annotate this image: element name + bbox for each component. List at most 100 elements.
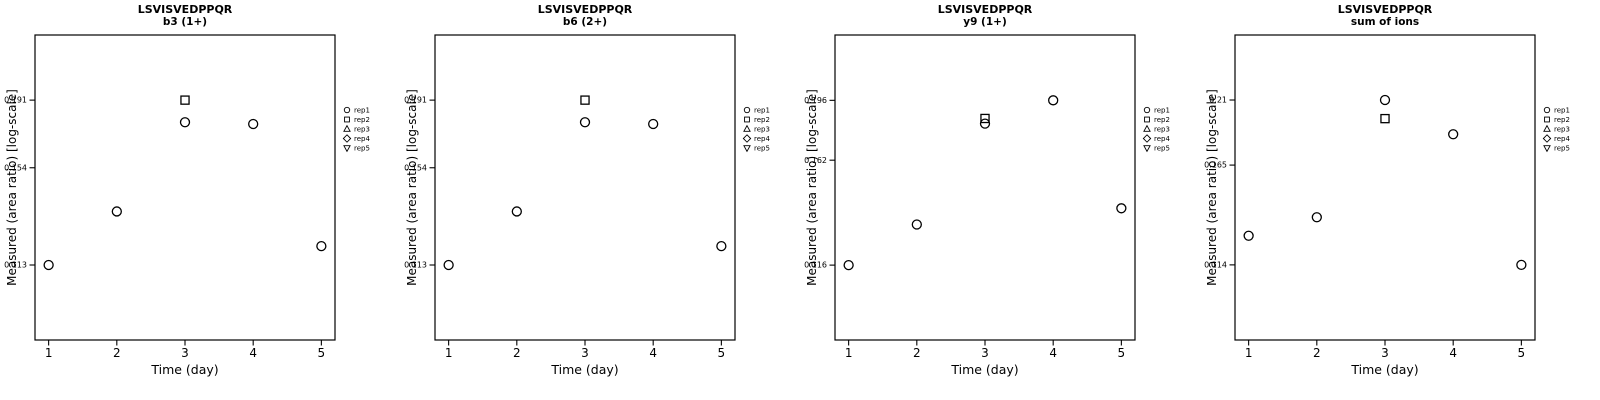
panel-b6-2plus: LSVISVEDPPQR b6 (2+) Measured (area rati… (400, 0, 800, 400)
legend-symbol-triangle (343, 124, 351, 132)
panel-title: LSVISVEDPPQR (937, 3, 1033, 16)
legend-label: rep2 (1554, 116, 1570, 124)
legend-symbol-square (344, 116, 350, 123)
plot-box (34, 34, 336, 341)
x-tick-label: 5 (318, 346, 326, 360)
x-tick-label: 1 (845, 346, 853, 360)
panel-b3-1plus: LSVISVEDPPQR b3 (1+) Measured (area rati… (0, 0, 400, 400)
legend-label: rep2 (754, 116, 770, 124)
panel-title: LSVISVEDPPQR (537, 3, 633, 16)
data-point-circle (648, 118, 659, 130)
panel-subtitle: sum of ions (1350, 16, 1420, 28)
data-point-circle (1379, 94, 1391, 106)
y-tick-label: 0.191 (404, 96, 427, 105)
data-point-circle (316, 240, 327, 252)
x-tick-label: 3 (981, 346, 989, 360)
y-tick-label: 0.154 (4, 163, 27, 172)
x-tick-label: 4 (649, 346, 657, 360)
data-point-square (1380, 113, 1390, 124)
x-tick-label: 3 (581, 346, 589, 360)
x-tick-label: 4 (1049, 346, 1057, 360)
x-axis-label: Time (day) (151, 362, 219, 377)
legend-label: rep2 (354, 116, 370, 124)
x-tick-label: 3 (181, 346, 189, 360)
legend-label: rep3 (1554, 126, 1570, 134)
panel-subtitle: b6 (2+) (562, 16, 608, 28)
y-tick-label: 0.114 (1204, 260, 1227, 269)
x-tick-label: 2 (1313, 346, 1321, 360)
y-tick-label: 0.165 (1204, 161, 1227, 170)
legend-symbol-circle (743, 106, 751, 114)
data-point-circle (248, 118, 259, 130)
x-tick-label: 3 (1381, 346, 1389, 360)
y-tick-label: 0.196 (804, 96, 827, 105)
y-tick-label: 0.116 (804, 261, 827, 270)
legend-label: rep2 (1154, 116, 1170, 124)
y-tick-label: 0.113 (4, 261, 27, 270)
data-point-square (980, 113, 990, 124)
legend-symbol-triangle-down (743, 145, 751, 153)
legend-symbol-triangle (1143, 124, 1151, 132)
legend-label: rep3 (354, 126, 370, 134)
legend-label: rep5 (1554, 145, 1570, 153)
data-point-circle (843, 259, 854, 271)
legend-label: rep4 (354, 135, 370, 143)
legend-symbol-square (1144, 116, 1150, 123)
panel-y9-1plus: LSVISVEDPPQR y9 (1+) Measured (area rati… (800, 0, 1200, 400)
legend-label: rep1 (354, 107, 370, 115)
legend-label: rep5 (1154, 145, 1170, 153)
x-tick-label: 5 (1118, 346, 1126, 360)
y-tick-label: 0.21 (1209, 96, 1227, 105)
panel-subtitle: y9 (1+) (963, 16, 1007, 28)
plot-box (1234, 34, 1536, 341)
plot-box (434, 34, 736, 341)
data-point-circle (43, 259, 54, 271)
x-tick-label: 2 (513, 346, 521, 360)
legend-symbol-diamond (342, 134, 352, 143)
data-point-circle (1048, 95, 1059, 106)
x-tick-label: 4 (1449, 346, 1457, 360)
data-point-circle (1116, 203, 1127, 214)
legend-symbol-diamond (742, 134, 752, 143)
panel-subtitle: b3 (1+) (162, 16, 208, 28)
y-tick-label: 0.191 (4, 96, 27, 105)
y-tick-label: 0.162 (804, 156, 827, 165)
y-tick-label: 0.113 (404, 261, 427, 270)
data-point-circle (1448, 129, 1459, 140)
legend-symbol-triangle-down (1143, 145, 1151, 153)
data-point-circle (511, 206, 522, 217)
data-point-circle (716, 240, 727, 252)
panel-sum-of-ions: LSVISVEDPPQR sum of ions Measured (area … (1200, 0, 1600, 400)
legend-symbol-square (744, 116, 750, 123)
legend-label: rep3 (1154, 126, 1170, 134)
data-point-circle (111, 206, 122, 217)
x-tick-label: 1 (445, 346, 453, 360)
x-axis-label: Time (day) (551, 362, 619, 377)
legend-label: rep1 (1554, 107, 1570, 115)
legend-label: rep1 (754, 107, 770, 115)
legend-label: rep4 (754, 135, 770, 143)
x-tick-label: 2 (113, 346, 121, 360)
y-tick-label: 0.154 (404, 163, 427, 172)
legend-label: rep4 (1154, 135, 1170, 143)
legend-symbol-circle (1143, 106, 1151, 114)
x-tick-label: 5 (718, 346, 726, 360)
legend-symbol-circle (343, 106, 351, 114)
legend-label: rep1 (1154, 107, 1170, 115)
x-axis-label: Time (day) (1351, 362, 1419, 377)
data-point-circle (1516, 259, 1527, 271)
legend-symbol-circle (1543, 106, 1551, 114)
legend-label: rep4 (1554, 135, 1570, 143)
panel-title: LSVISVEDPPQR (137, 3, 233, 16)
legend-symbol-triangle-down (1543, 145, 1551, 153)
data-point-circle (979, 118, 991, 129)
x-tick-label: 2 (913, 346, 921, 360)
data-point-circle (1311, 212, 1322, 223)
legend-label: rep3 (754, 126, 770, 134)
data-point-circle (1243, 230, 1254, 241)
